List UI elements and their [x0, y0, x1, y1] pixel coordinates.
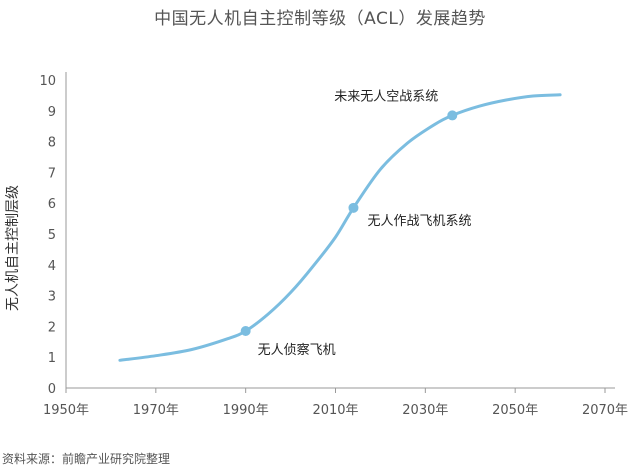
y-tick-label: 0 [48, 382, 56, 397]
y-tick-label: 5 [48, 228, 56, 243]
milestone-label: 未来无人空战系统 [334, 89, 438, 104]
y-tick-label: 1 [48, 351, 56, 366]
y-tick-label: 6 [48, 197, 56, 212]
x-tick-label: 2030年 [402, 403, 448, 418]
chart-title: 中国无人机自主控制等级（ACL）发展趋势 [154, 9, 486, 29]
y-tick-label: 2 [48, 320, 56, 335]
y-tick-label: 7 [48, 166, 56, 181]
y-tick-label: 4 [48, 259, 56, 274]
x-tick-label: 2050年 [492, 403, 538, 418]
y-tick-label: 3 [48, 290, 56, 305]
y-ticks: 0 1 2 3 4 5 6 7 8 9 10 [39, 74, 56, 397]
y-tick-label: 9 [48, 105, 56, 120]
trend-line [118, 93, 562, 362]
milestone-point [348, 202, 359, 213]
source-note: 资料来源：前瞻产业研究院整理 [2, 452, 171, 466]
axes [65, 72, 615, 389]
x-tick-label: 1970年 [133, 403, 179, 418]
annotations: 无人侦察飞机 无人作战飞机系统 未来无人空战系统 [240, 89, 471, 358]
y-axis-label: 无人机自主控制层级 [5, 185, 21, 311]
x-tick-label: 1950年 [43, 403, 89, 418]
milestone-point [240, 326, 251, 337]
x-tick-label: 1990年 [223, 403, 269, 418]
x-tick-label: 2070年 [582, 403, 628, 418]
y-tick-label: 10 [39, 74, 56, 89]
y-tick-label: 8 [48, 136, 56, 151]
x-ticks: 1950年 1970年 1990年 2010年 2030年 2050年 2070年 [43, 388, 628, 418]
milestone-point [447, 110, 458, 121]
series-group [118, 93, 562, 362]
milestone-label: 无人侦察飞机 [258, 343, 336, 358]
milestone-label: 无人作战飞机系统 [367, 214, 471, 229]
x-tick-label: 2010年 [312, 403, 358, 418]
